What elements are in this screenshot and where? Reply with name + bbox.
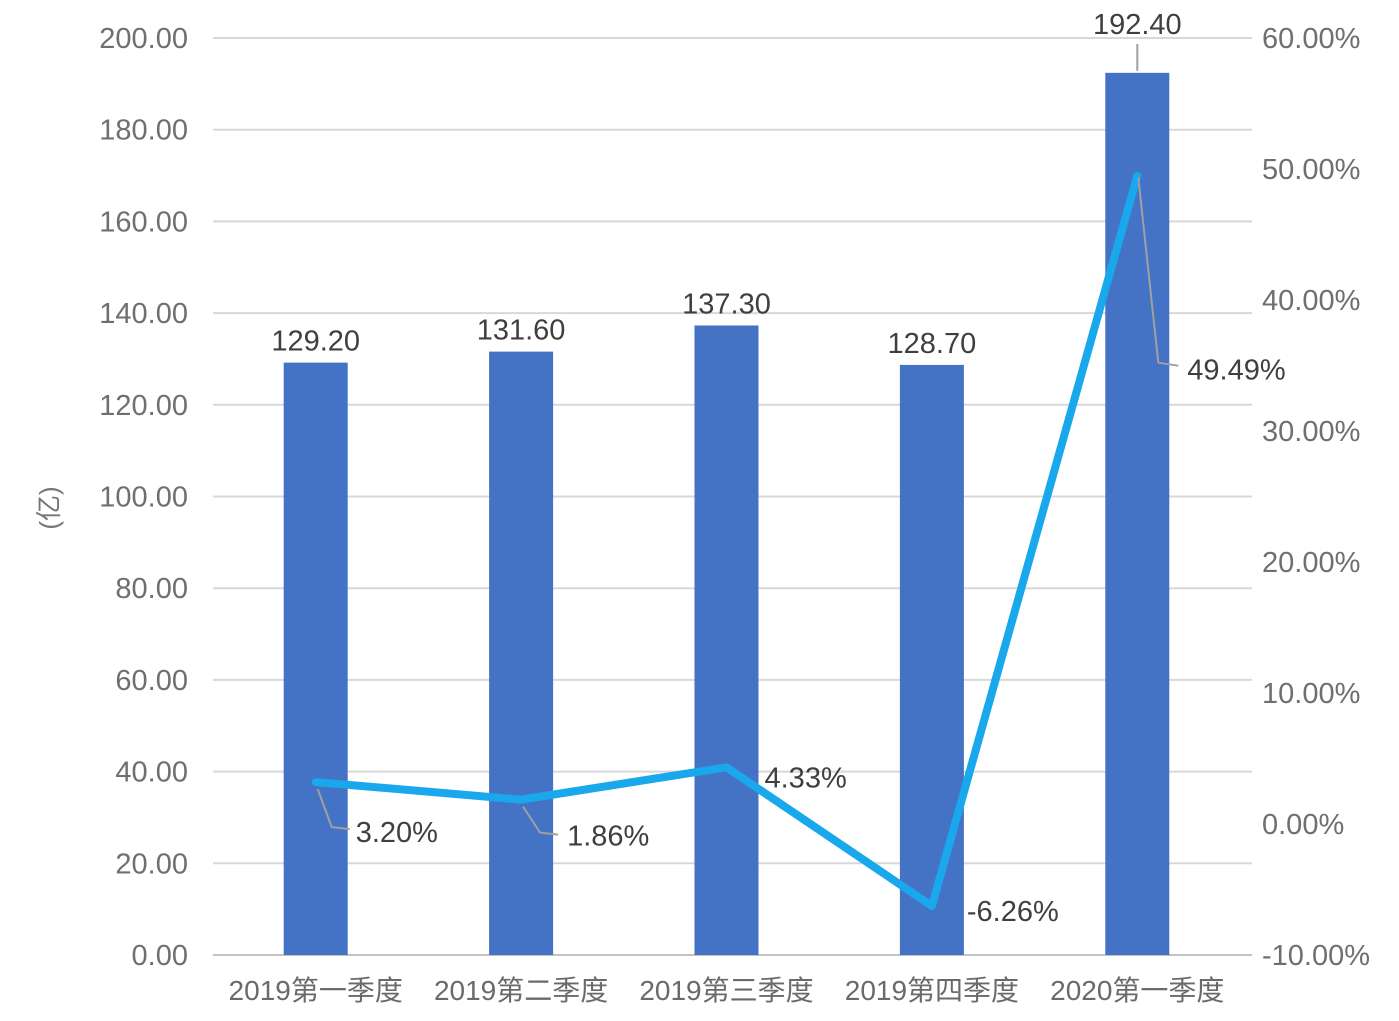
- left-axis-tick-label: 180.00: [99, 115, 188, 147]
- left-axis-tick-label: 0.00: [132, 940, 188, 972]
- label-leader-line: [316, 788, 350, 831]
- label-leader-line: [522, 806, 559, 836]
- bar: [283, 362, 348, 955]
- left-axis-title: (亿): [34, 486, 64, 529]
- bar: [694, 325, 759, 955]
- left-axis-tick-label: 120.00: [99, 390, 188, 422]
- left-axis-tick-label: 80.00: [115, 573, 188, 605]
- right-axis-tick-label: -10.00%: [1262, 940, 1370, 972]
- bar: [899, 364, 964, 955]
- right-axis-tick-label: 60.00%: [1262, 23, 1360, 55]
- left-axis-tick-label: 100.00: [99, 482, 188, 514]
- bar-value-label: 128.70: [888, 328, 977, 360]
- line-value-label: 49.49%: [1187, 355, 1285, 387]
- bar: [489, 351, 554, 955]
- line-value-label: 1.86%: [567, 821, 649, 853]
- line-value-label: 3.20%: [356, 817, 438, 849]
- line-value-label: 4.33%: [765, 762, 847, 794]
- bar: [1105, 72, 1170, 955]
- left-axis-tick-label: 40.00: [115, 757, 188, 789]
- bar-value-label: 131.60: [477, 315, 566, 347]
- bar-value-label: 137.30: [682, 288, 771, 320]
- category-label: 2019第四季度: [845, 975, 1019, 1006]
- right-axis-tick-label: 20.00%: [1262, 547, 1360, 579]
- left-axis-tick-label: 140.00: [99, 298, 188, 330]
- category-label: 2019第三季度: [639, 975, 813, 1006]
- left-axis-tick-label: 200.00: [99, 23, 188, 55]
- line-value-label: -6.26%: [967, 896, 1059, 928]
- growth-rate-line: [311, 171, 1142, 911]
- category-label: 2019第一季度: [229, 975, 403, 1006]
- left-axis-tick-label: 60.00: [115, 665, 188, 697]
- right-axis-tick-label: 10.00%: [1262, 678, 1360, 710]
- category-label: 2019第二季度: [434, 975, 608, 1006]
- bar-value-label: 192.40: [1093, 9, 1182, 41]
- right-axis-tick-label: 50.00%: [1262, 154, 1360, 186]
- label-leader-line: [1137, 177, 1179, 367]
- right-axis-tick-label: 0.00%: [1262, 809, 1344, 841]
- right-axis-tick-label: 40.00%: [1262, 285, 1360, 317]
- left-axis-tick-label: 20.00: [115, 848, 188, 880]
- bar-value-label: 129.20: [271, 326, 360, 358]
- left-axis-tick-label: 160.00: [99, 206, 188, 238]
- right-axis-tick-label: 30.00%: [1262, 416, 1360, 448]
- category-label: 2020第一季度: [1050, 975, 1224, 1006]
